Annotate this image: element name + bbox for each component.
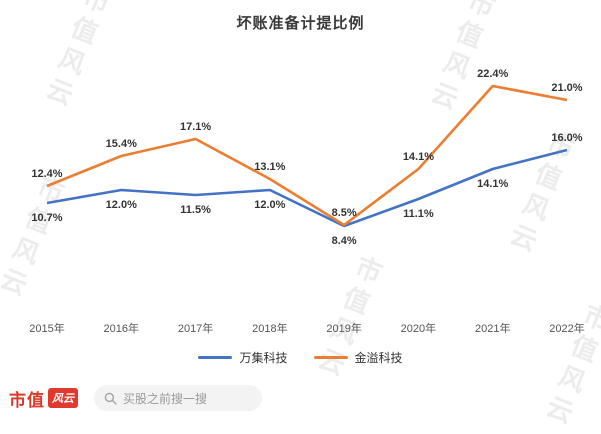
legend-swatch-orange bbox=[313, 355, 348, 360]
data-label: 11.1% bbox=[403, 208, 434, 220]
data-label: 22.4% bbox=[477, 68, 508, 80]
x-axis-label: 2022年 bbox=[549, 321, 584, 335]
data-label: 12.4% bbox=[31, 168, 62, 180]
brand-logo-stamp: 风云 bbox=[48, 388, 78, 408]
data-label: 14.1% bbox=[477, 178, 508, 190]
x-axis-label: 2017年 bbox=[178, 321, 213, 335]
x-axis-label: 2016年 bbox=[104, 321, 139, 335]
data-label: 12.0% bbox=[106, 199, 137, 211]
chart-title: 坏账准备计提比例 bbox=[236, 15, 365, 32]
data-label: 15.4% bbox=[106, 138, 137, 150]
search-input[interactable]: 买股之前搜一搜 bbox=[94, 385, 262, 411]
data-label: 10.7% bbox=[31, 212, 62, 224]
data-label: 8.4% bbox=[332, 235, 357, 247]
x-axis-label: 2020年 bbox=[401, 321, 436, 335]
data-label: 21.0% bbox=[551, 82, 582, 94]
x-axis-label: 2021年 bbox=[475, 321, 510, 335]
chart-legend: 万集科技 金溢科技 bbox=[0, 349, 601, 366]
data-label: 14.1% bbox=[403, 151, 434, 163]
search-icon bbox=[104, 392, 117, 405]
legend-item-wanji: 万集科技 bbox=[198, 349, 288, 366]
data-label: 8.5% bbox=[332, 207, 357, 219]
search-placeholder: 买股之前搜一搜 bbox=[123, 391, 208, 406]
brand-logo-text: 市值 bbox=[9, 390, 45, 410]
legend-label: 金溢科技 bbox=[354, 351, 403, 365]
data-label: 11.5% bbox=[180, 204, 211, 216]
legend-label: 万集科技 bbox=[239, 351, 288, 365]
legend-item-jinyi: 金溢科技 bbox=[313, 349, 403, 366]
x-axis-label: 2018年 bbox=[252, 321, 287, 335]
data-label: 12.0% bbox=[254, 199, 285, 211]
x-axis-label: 2015年 bbox=[29, 321, 64, 335]
legend-swatch-blue bbox=[198, 355, 233, 360]
data-label: 17.1% bbox=[180, 121, 211, 133]
footer-bar: 市值 风云 买股之前搜一搜 bbox=[0, 379, 601, 417]
line-chart: 10.7% 12.0% 11.5% 12.0% 8.4% 11.1% 14.1% 16.0% 1… bbox=[29, 68, 584, 335]
series-line bbox=[46, 148, 568, 228]
series-line bbox=[46, 84, 568, 227]
x-axis-label: 2019年 bbox=[326, 321, 361, 335]
data-label: 16.0% bbox=[551, 132, 582, 144]
data-label: 13.1% bbox=[254, 161, 285, 173]
